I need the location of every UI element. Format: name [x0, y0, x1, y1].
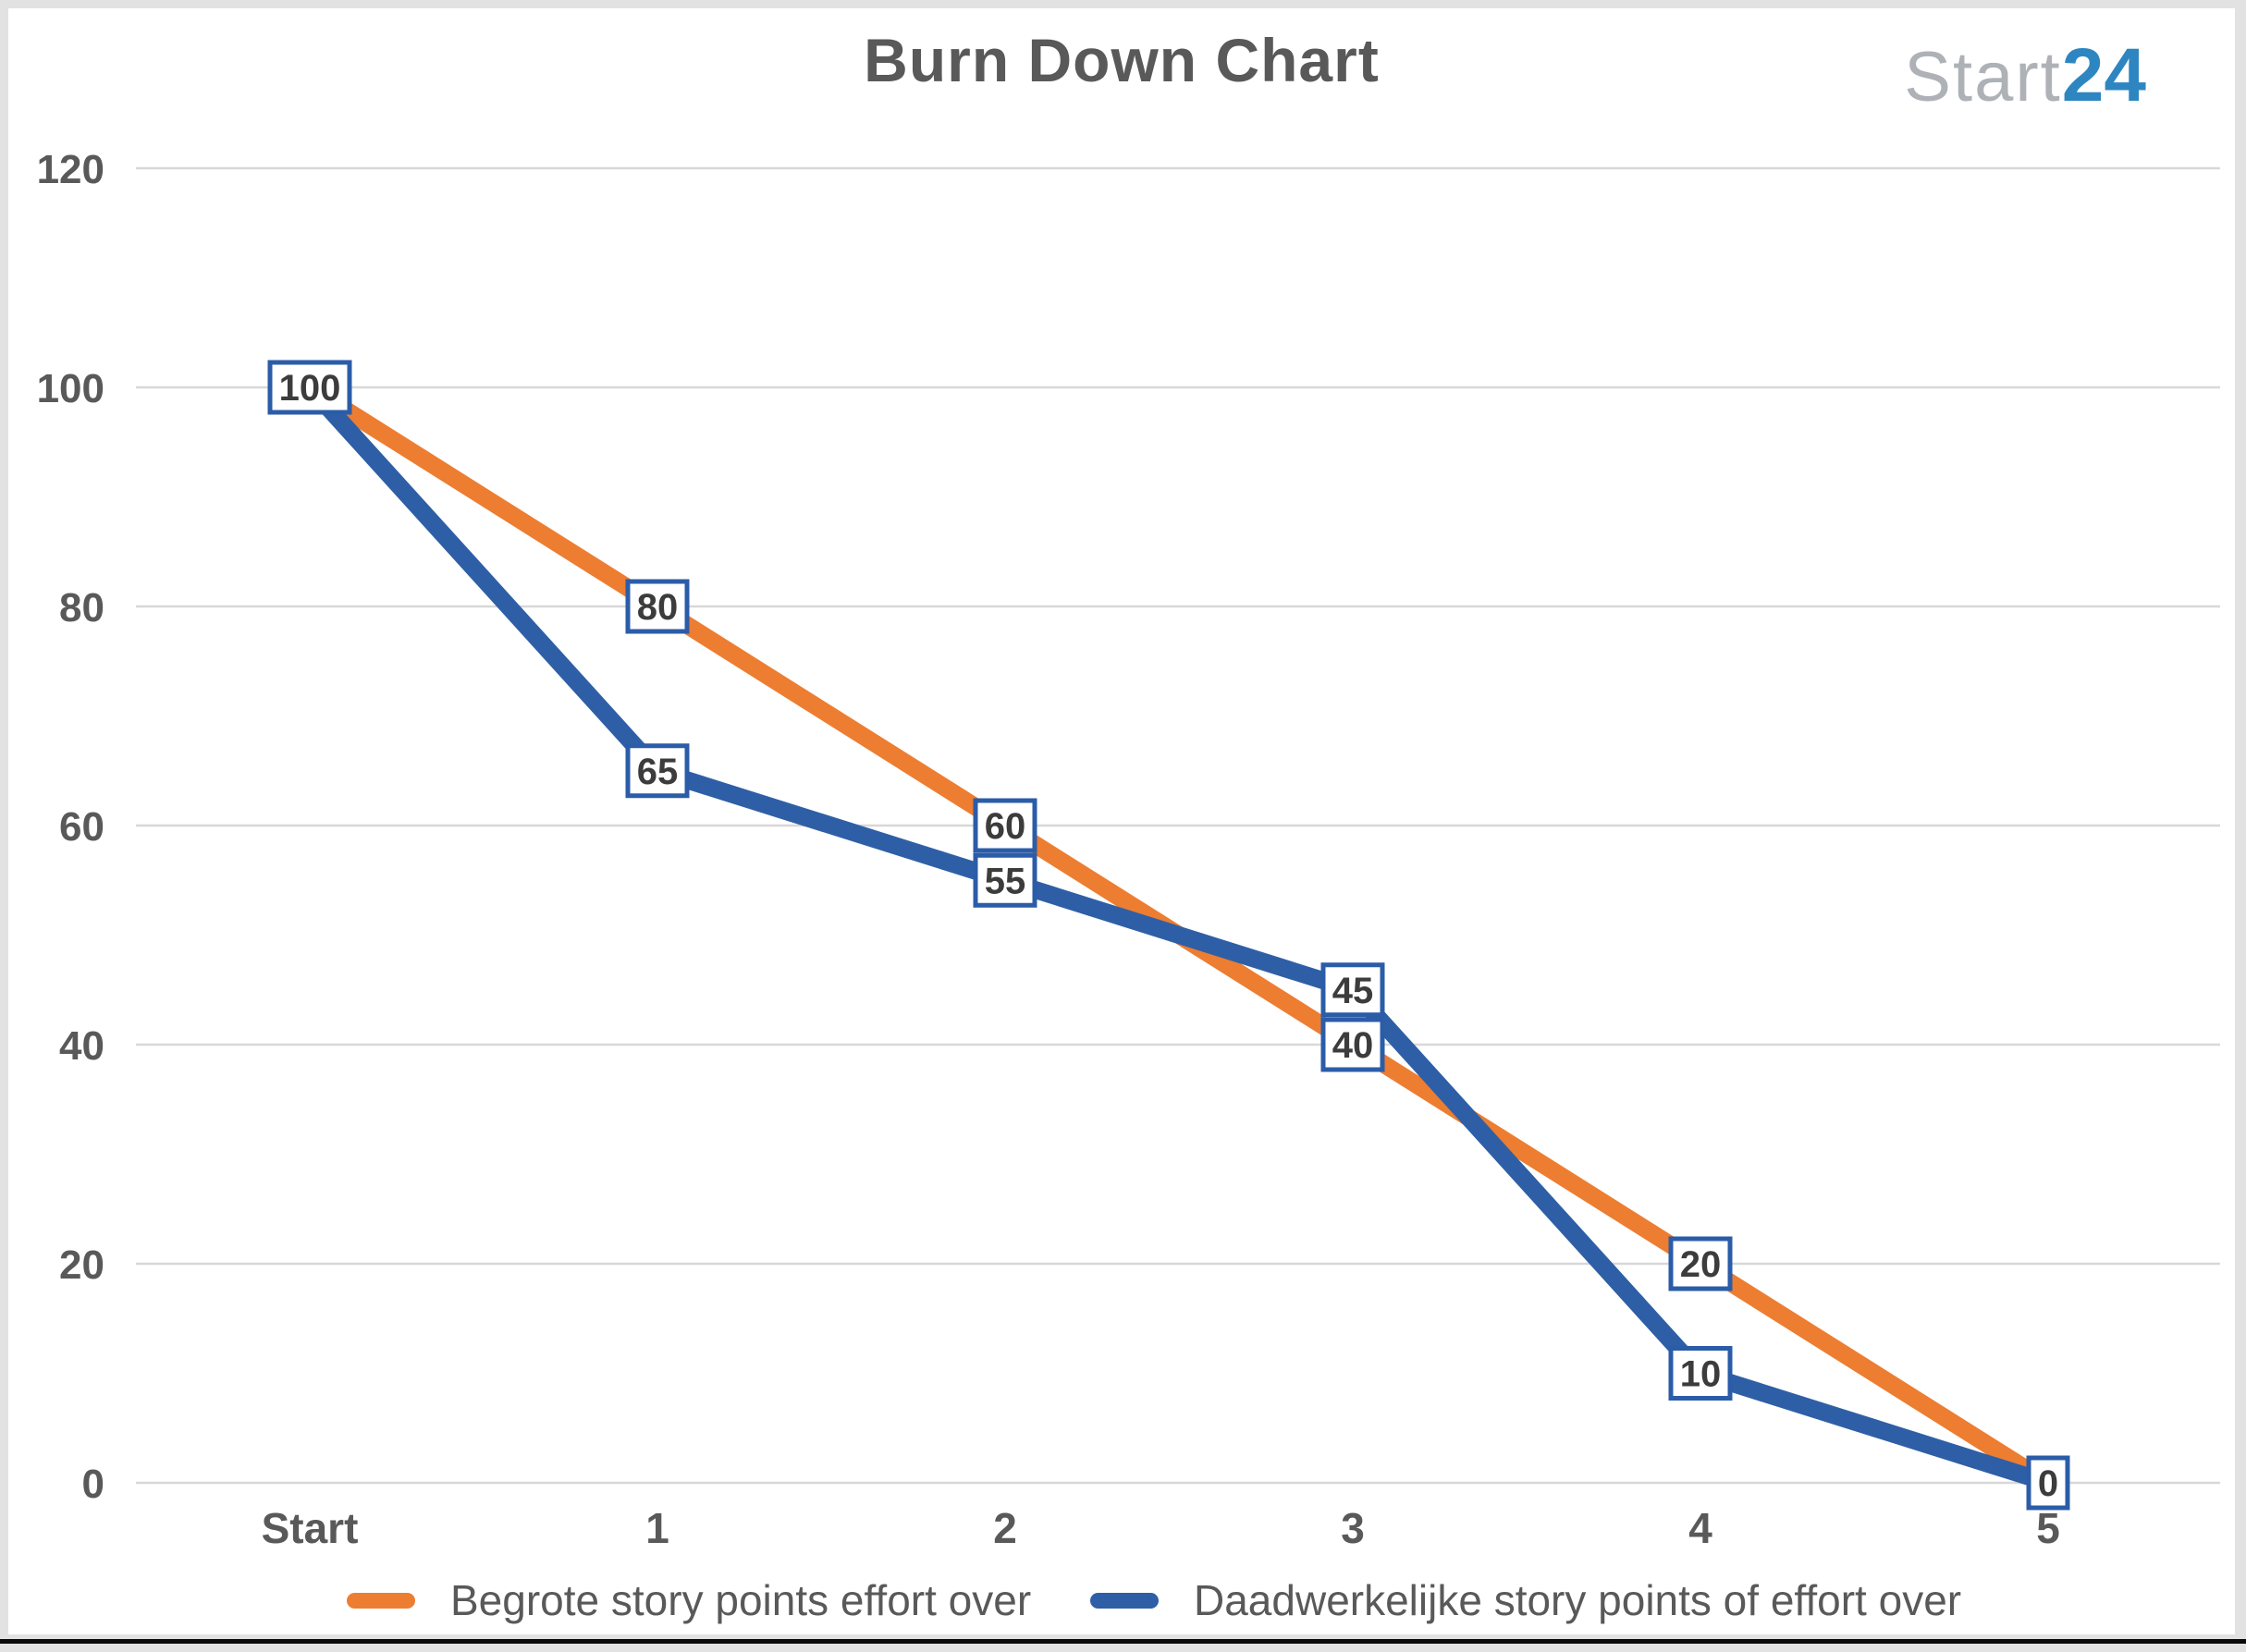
- data-label: 45: [1332, 971, 1374, 1011]
- x-tick-label: 1: [645, 1504, 669, 1552]
- data-label: 65: [637, 752, 679, 792]
- y-tick-label: 100: [37, 366, 104, 411]
- window-bottom-edge: [0, 1639, 2246, 1644]
- x-tick-label: Start: [262, 1504, 359, 1552]
- data-label: 55: [985, 861, 1026, 901]
- start24-logo: Start24: [1904, 32, 2146, 119]
- data-label-box: [2026, 1455, 2070, 1511]
- x-tick-label: 3: [1341, 1504, 1365, 1552]
- data-label: 40: [1332, 1025, 1374, 1066]
- legend-swatch-orange-icon: [347, 1592, 415, 1609]
- y-tick-label: 0: [82, 1462, 104, 1507]
- data-label-box: [625, 579, 690, 634]
- data-label-box: [973, 798, 1037, 853]
- data-label-box: [1320, 962, 1385, 1018]
- data-label: 100: [279, 368, 341, 409]
- chart-legend: Begrote story points effort over Daadwer…: [8, 1576, 2235, 1624]
- y-tick-label: 80: [59, 585, 104, 630]
- data-label-box: [1320, 1017, 1385, 1072]
- data-label: 20: [1680, 1244, 1722, 1285]
- x-tick-label: 2: [993, 1504, 1017, 1552]
- chart-title: Burn Down Chart: [864, 26, 1380, 94]
- y-tick-label: 120: [37, 147, 104, 192]
- y-tick-label: 60: [59, 804, 104, 850]
- legend-item-budget: Begrote story points effort over: [347, 1576, 1032, 1624]
- series-line-actual: [301, 378, 2057, 1492]
- data-label-box: [625, 743, 690, 799]
- data-label: 80: [637, 587, 679, 628]
- data-label: 10: [1680, 1354, 1722, 1395]
- data-label-box: [973, 852, 1037, 908]
- x-tick-label: 5: [2036, 1504, 2060, 1552]
- data-label-box: [1668, 1346, 1733, 1401]
- legend-label-actual: Daadwerkelijke story points of effort ov…: [1194, 1576, 1962, 1624]
- legend-item-actual: Daadwerkelijke story points of effort ov…: [1090, 1576, 1962, 1624]
- y-tick-label: 40: [59, 1023, 104, 1069]
- legend-swatch-blue-icon: [1090, 1592, 1159, 1609]
- data-label-box: [267, 360, 352, 415]
- chart-panel: Burn Down Chart Start24 120 100 80 60 40 20 0 S…: [8, 8, 2235, 1634]
- data-label-box: [1668, 1236, 1733, 1291]
- logo-text-24: 24: [2061, 33, 2146, 117]
- y-tick-label: 20: [59, 1242, 104, 1288]
- logo-text-start: Start: [1904, 38, 2062, 116]
- legend-label-budget: Begrote story points effort over: [450, 1576, 1032, 1624]
- data-label: 60: [985, 806, 1026, 847]
- data-label: 0: [2038, 1463, 2058, 1504]
- x-tick-label: 4: [1688, 1504, 1712, 1552]
